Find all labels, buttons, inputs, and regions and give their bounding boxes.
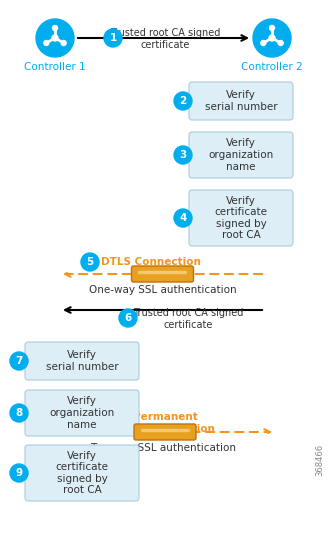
Circle shape	[119, 309, 137, 327]
FancyBboxPatch shape	[189, 82, 293, 120]
FancyBboxPatch shape	[134, 424, 196, 440]
Text: 1: 1	[109, 33, 117, 43]
Text: Trusted root CA signed
certificate: Trusted root CA signed certificate	[110, 28, 220, 49]
FancyBboxPatch shape	[189, 190, 293, 246]
Text: Controller 2: Controller 2	[241, 62, 303, 72]
Text: 368466: 368466	[315, 444, 324, 476]
FancyBboxPatch shape	[25, 445, 139, 501]
Circle shape	[81, 253, 99, 271]
Circle shape	[52, 35, 58, 41]
FancyBboxPatch shape	[25, 342, 139, 380]
Circle shape	[174, 146, 192, 164]
Circle shape	[10, 404, 28, 422]
Text: Two-way SSL authentication: Two-way SSL authentication	[90, 443, 236, 453]
Text: Verify
organization
name: Verify organization name	[49, 396, 115, 430]
Text: Controller 1: Controller 1	[24, 62, 86, 72]
Circle shape	[174, 92, 192, 110]
Circle shape	[10, 352, 28, 370]
Text: 6: 6	[124, 313, 132, 323]
Text: DTLS Connection: DTLS Connection	[101, 257, 201, 267]
FancyBboxPatch shape	[25, 390, 139, 436]
Text: One-way SSL authentication: One-way SSL authentication	[89, 285, 237, 295]
Circle shape	[253, 19, 291, 57]
Text: 9: 9	[16, 468, 23, 478]
Circle shape	[174, 209, 192, 227]
Text: 3: 3	[179, 150, 187, 160]
Text: Verify
serial number: Verify serial number	[205, 90, 277, 112]
Circle shape	[269, 26, 274, 30]
Circle shape	[104, 29, 122, 47]
Text: 8: 8	[15, 408, 23, 418]
Circle shape	[44, 41, 49, 46]
Text: Verify
serial number: Verify serial number	[46, 350, 118, 372]
Text: Verify
organization
name: Verify organization name	[209, 138, 274, 172]
Circle shape	[36, 19, 74, 57]
Text: Verify
certificate
signed by
root CA: Verify certificate signed by root CA	[56, 451, 109, 495]
Text: Permanent
DTLS Connection: Permanent DTLS Connection	[115, 412, 215, 434]
FancyBboxPatch shape	[131, 266, 194, 282]
Text: 7: 7	[15, 356, 23, 366]
Text: 5: 5	[86, 257, 94, 267]
Circle shape	[61, 41, 66, 46]
Circle shape	[269, 35, 275, 41]
Circle shape	[278, 41, 283, 46]
Text: Trusted root CA signed
certificate: Trusted root CA signed certificate	[133, 308, 243, 330]
Text: Verify
certificate
signed by
root CA: Verify certificate signed by root CA	[214, 195, 267, 241]
Circle shape	[10, 464, 28, 482]
Circle shape	[53, 26, 58, 30]
Text: 2: 2	[179, 96, 187, 106]
FancyBboxPatch shape	[189, 132, 293, 178]
Circle shape	[261, 41, 266, 46]
Text: 4: 4	[179, 213, 187, 223]
